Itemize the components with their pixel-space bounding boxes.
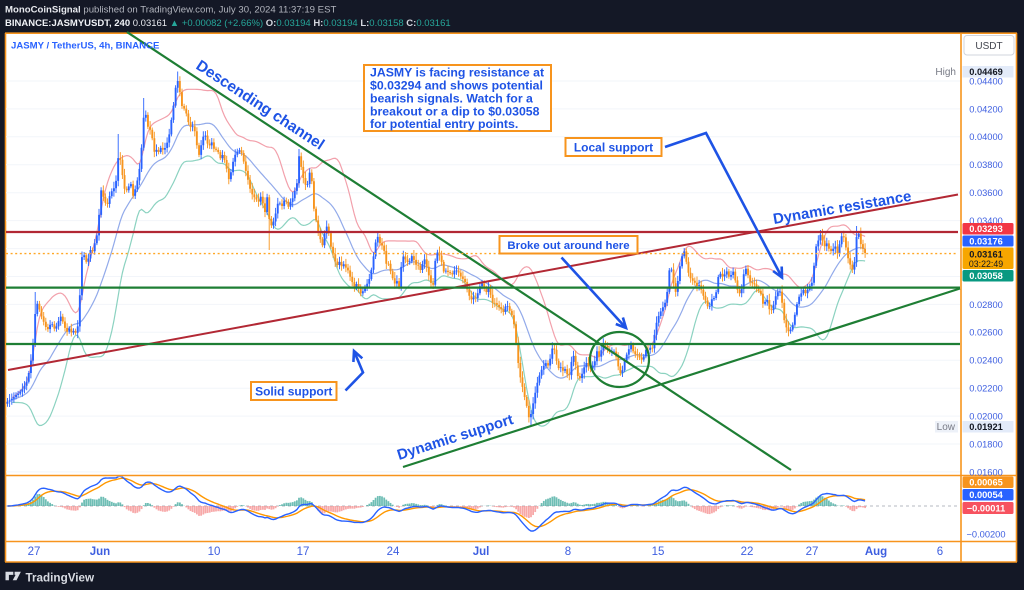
svg-text:JASMY / TetherUS, 4h, BINANCE: JASMY / TetherUS, 4h, BINANCE [11, 41, 160, 52]
svg-text:Aug: Aug [865, 546, 887, 558]
svg-text:Jun: Jun [90, 546, 110, 558]
svg-text:High: High [935, 67, 956, 78]
svg-text:8: 8 [565, 546, 571, 558]
svg-text:0.03176: 0.03176 [969, 236, 1003, 246]
svg-text:27: 27 [806, 546, 819, 558]
svg-text:0.03400: 0.03400 [969, 216, 1003, 226]
svg-text:27: 27 [28, 546, 41, 558]
svg-text:17: 17 [297, 546, 310, 558]
svg-text:0.01921: 0.01921 [969, 422, 1003, 432]
svg-text:Solid support: Solid support [255, 384, 332, 398]
svg-text:24: 24 [387, 546, 400, 558]
svg-text:TradingView: TradingView [26, 571, 96, 584]
svg-text:Jul: Jul [473, 546, 490, 558]
svg-text:0.03293: 0.03293 [969, 224, 1003, 234]
svg-text:JASMY is facing resistance at: JASMY is facing resistance at [370, 66, 544, 80]
svg-text:BINANCE:JASMYUSDT, 240 0.03161: BINANCE:JASMYUSDT, 240 0.03161 ▲ +0.0008… [5, 18, 451, 29]
svg-text:0.02400: 0.02400 [969, 356, 1003, 366]
svg-text:0.01800: 0.01800 [969, 439, 1003, 449]
svg-text:Broke out around here: Broke out around here [507, 240, 629, 252]
svg-text:15: 15 [652, 546, 665, 558]
svg-text:6: 6 [937, 546, 943, 558]
svg-text:22: 22 [741, 546, 754, 558]
svg-text:for potential entry points.: for potential entry points. [370, 117, 518, 131]
svg-text:0.03058: 0.03058 [969, 271, 1003, 281]
svg-text:0.01600: 0.01600 [969, 467, 1003, 477]
svg-text:0.03800: 0.03800 [969, 160, 1003, 170]
svg-text:0.04469: 0.04469 [969, 67, 1003, 77]
svg-text:0.00065: 0.00065 [969, 478, 1003, 488]
svg-text:bearish signals. Watch for a: bearish signals. Watch for a [370, 91, 533, 105]
svg-text:0.02000: 0.02000 [969, 411, 1003, 421]
svg-text:−0.00200: −0.00200 [966, 530, 1005, 540]
svg-text:$0.03294 and shows potential: $0.03294 and shows potential [370, 79, 543, 93]
svg-text:03:22:49: 03:22:49 [969, 259, 1003, 269]
svg-text:0.02600: 0.02600 [969, 328, 1003, 338]
svg-text:0.02200: 0.02200 [969, 384, 1003, 394]
svg-text:0.03600: 0.03600 [969, 188, 1003, 198]
svg-text:0.04400: 0.04400 [969, 76, 1003, 86]
svg-text:−0.00011: −0.00011 [967, 503, 1006, 513]
svg-text:Local support: Local support [574, 140, 653, 154]
svg-text:0.00054: 0.00054 [969, 490, 1003, 500]
svg-text:0.02800: 0.02800 [969, 300, 1003, 310]
svg-text:0.03161: 0.03161 [969, 250, 1003, 260]
svg-text:MonoCoinSignal published on Tr: MonoCoinSignal published on TradingView.… [5, 5, 336, 16]
svg-text:USDT: USDT [975, 41, 1002, 52]
svg-text:0.04200: 0.04200 [969, 104, 1003, 114]
svg-text:breakout or a dip to $0.03058: breakout or a dip to $0.03058 [370, 104, 540, 118]
svg-text:Low: Low [937, 422, 956, 433]
svg-text:10: 10 [208, 546, 221, 558]
svg-text:0.04000: 0.04000 [969, 132, 1003, 142]
